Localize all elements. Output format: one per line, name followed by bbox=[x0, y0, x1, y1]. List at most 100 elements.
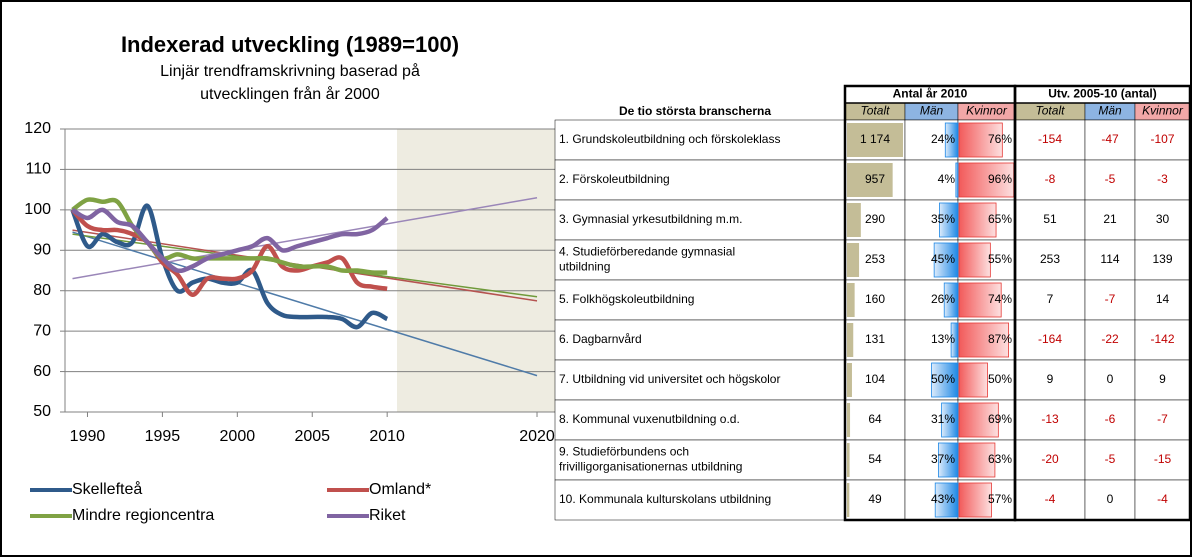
women-share: 55% bbox=[988, 252, 1012, 266]
women-share: 69% bbox=[988, 412, 1012, 426]
men-share: 37% bbox=[931, 452, 955, 466]
row-name: 2. Förskoleutbildning bbox=[559, 172, 670, 186]
column-header: Totalt bbox=[861, 104, 891, 118]
chart-title: Indexerad utveckling (1989=100) bbox=[121, 32, 459, 57]
chart-subtitle: utvecklingen från år 2000 bbox=[200, 85, 380, 103]
women-share: 63% bbox=[988, 452, 1012, 466]
total-bar bbox=[847, 483, 850, 517]
legend-label: Mindre regioncentra bbox=[72, 507, 214, 524]
men-share: 26% bbox=[931, 292, 955, 306]
x-tick-label: 2020 bbox=[519, 428, 555, 445]
total-value: 1 174 bbox=[860, 132, 890, 146]
change-value: -107 bbox=[1150, 132, 1174, 146]
women-bar bbox=[958, 122, 1003, 158]
women-share: 96% bbox=[988, 172, 1012, 186]
column-header: Män bbox=[920, 104, 944, 118]
women-share: 50% bbox=[988, 372, 1012, 386]
x-tick-label: 2010 bbox=[369, 428, 405, 445]
men-share: 43% bbox=[931, 492, 955, 506]
legend-label: Skellefteå bbox=[72, 480, 142, 498]
men-share: 35% bbox=[931, 212, 955, 226]
change-value: -4 bbox=[1157, 492, 1168, 506]
change-value: -3 bbox=[1157, 172, 1168, 186]
x-tick-label: 2000 bbox=[220, 428, 256, 445]
row-cell bbox=[1134, 359, 1191, 401]
total-bar bbox=[847, 283, 855, 317]
group-border bbox=[1013, 84, 1192, 522]
change-value: -154 bbox=[1038, 132, 1062, 146]
men-share: 13% bbox=[931, 332, 955, 346]
series-line bbox=[70, 203, 389, 330]
row-cell bbox=[1134, 239, 1191, 281]
change-value: -13 bbox=[1041, 412, 1059, 426]
change-value: -20 bbox=[1041, 452, 1059, 466]
women-bar bbox=[958, 362, 988, 398]
row-cell bbox=[1134, 399, 1191, 441]
women-share: 57% bbox=[988, 492, 1012, 506]
women-bar bbox=[958, 162, 1015, 198]
row-name: 3. Gymnasial yrkesutbildning m.m. bbox=[559, 212, 742, 226]
row-cell bbox=[904, 319, 959, 361]
table-title: De tio största branscherna bbox=[619, 104, 771, 118]
row-cell bbox=[1084, 479, 1136, 521]
row-cell bbox=[1014, 239, 1086, 281]
men-bar bbox=[937, 442, 959, 478]
change-value: 7 bbox=[1047, 292, 1054, 306]
change-value: 253 bbox=[1040, 252, 1060, 266]
row-cell bbox=[554, 399, 846, 441]
total-value: 54 bbox=[868, 452, 882, 466]
y-tick-label: 90 bbox=[33, 242, 51, 259]
change-value: 114 bbox=[1100, 252, 1119, 266]
total-value: 49 bbox=[868, 492, 882, 506]
total-value: 131 bbox=[865, 332, 885, 346]
women-bar bbox=[958, 202, 997, 238]
group-header: Utv. 2005-10 (antal) bbox=[1048, 87, 1157, 101]
y-tick-label: 70 bbox=[33, 322, 51, 339]
row-cell bbox=[1084, 199, 1136, 241]
change-value: -5 bbox=[1105, 172, 1116, 186]
row-name: 8. Kommunal vuxenutbildning o.d. bbox=[559, 412, 740, 426]
men-bar bbox=[933, 242, 959, 278]
women-share: 87% bbox=[988, 332, 1012, 346]
x-tick-label: 1995 bbox=[145, 428, 181, 445]
change-value: 21 bbox=[1103, 212, 1117, 226]
row-cell bbox=[844, 479, 906, 521]
total-bar bbox=[847, 123, 903, 157]
trend-line bbox=[72, 231, 538, 377]
women-bar bbox=[958, 482, 992, 518]
row-cell bbox=[1084, 279, 1136, 321]
row-cell bbox=[1084, 359, 1136, 401]
row-name: 5. Folkhögskoleutbildning bbox=[559, 292, 694, 306]
change-value: -164 bbox=[1038, 332, 1062, 346]
change-value: 139 bbox=[1152, 252, 1172, 266]
change-value: -8 bbox=[1045, 172, 1056, 186]
row-cell bbox=[1084, 399, 1136, 441]
men-share: 50% bbox=[931, 372, 955, 386]
y-tick-label: 60 bbox=[33, 363, 51, 380]
men-share: 31% bbox=[931, 412, 955, 426]
row-cell bbox=[554, 319, 846, 361]
row-cell bbox=[1014, 279, 1086, 321]
women-share: 65% bbox=[988, 212, 1012, 226]
row-cell bbox=[1134, 119, 1191, 161]
change-value: -15 bbox=[1154, 452, 1172, 466]
women-bar bbox=[958, 402, 999, 438]
women-bar bbox=[958, 242, 991, 278]
row-cell bbox=[1134, 279, 1191, 321]
change-value: -5 bbox=[1105, 452, 1116, 466]
y-tick-label: 110 bbox=[25, 161, 51, 178]
change-value: -142 bbox=[1150, 332, 1174, 346]
column-header: Kvinnor bbox=[1142, 104, 1184, 118]
row-cell bbox=[1014, 359, 1086, 401]
y-tick-label: 100 bbox=[24, 201, 51, 218]
change-value: 9 bbox=[1159, 372, 1166, 386]
row-name: 10. Kommunala kulturskolans utbildning bbox=[559, 492, 771, 506]
y-tick-label: 80 bbox=[33, 282, 51, 299]
women-bar bbox=[958, 442, 996, 478]
row-name: 1. Grundskoleutbildning och förskoleklas… bbox=[559, 132, 780, 146]
row-cell bbox=[554, 359, 846, 401]
total-value: 104 bbox=[865, 372, 885, 386]
change-value: -7 bbox=[1105, 292, 1116, 306]
total-bar bbox=[847, 363, 852, 397]
